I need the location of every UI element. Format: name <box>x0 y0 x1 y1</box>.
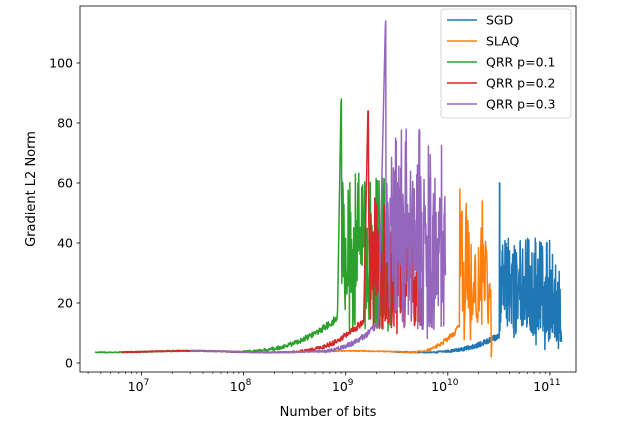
series-line-4 <box>189 20 447 354</box>
legend-label: SGD <box>486 13 513 28</box>
y-tick-label: 60 <box>57 176 73 191</box>
legend: SGD SLAQ QRR p=0.1 QRR p=0.2 QRR p=0.3 <box>440 8 572 119</box>
legend-box <box>440 8 572 119</box>
x-axis: 107 108 109 1010 1011 <box>87 372 561 394</box>
series-line-0 <box>393 182 563 354</box>
x-tick-label: 107 <box>128 378 150 394</box>
legend-label: QRR p=0.3 <box>486 97 555 112</box>
legend-label: SLAQ <box>486 34 520 49</box>
legend-label: QRR p=0.1 <box>486 55 555 70</box>
x-tick-label: 109 <box>332 378 354 394</box>
y-tick-label: 80 <box>57 116 73 131</box>
y-tick-label: 100 <box>49 56 73 71</box>
y-tick-label: 0 <box>65 356 73 371</box>
plot-frame <box>79 5 577 373</box>
series-line-2 <box>94 98 393 354</box>
x-axis-title: Number of bits <box>280 405 377 420</box>
legend-label: QRR p=0.2 <box>486 76 555 91</box>
series-layer <box>94 20 563 358</box>
y-tick-label: 40 <box>57 236 73 251</box>
x-tick-label: 1010 <box>431 378 459 394</box>
y-axis-title: Gradient L2 Norm <box>24 131 39 247</box>
y-tick-label: 20 <box>57 296 73 311</box>
x-tick-label: 1011 <box>533 378 560 394</box>
x-tick-label: 108 <box>230 378 252 394</box>
y-axis: 0 20 40 60 80 100 <box>49 56 80 371</box>
